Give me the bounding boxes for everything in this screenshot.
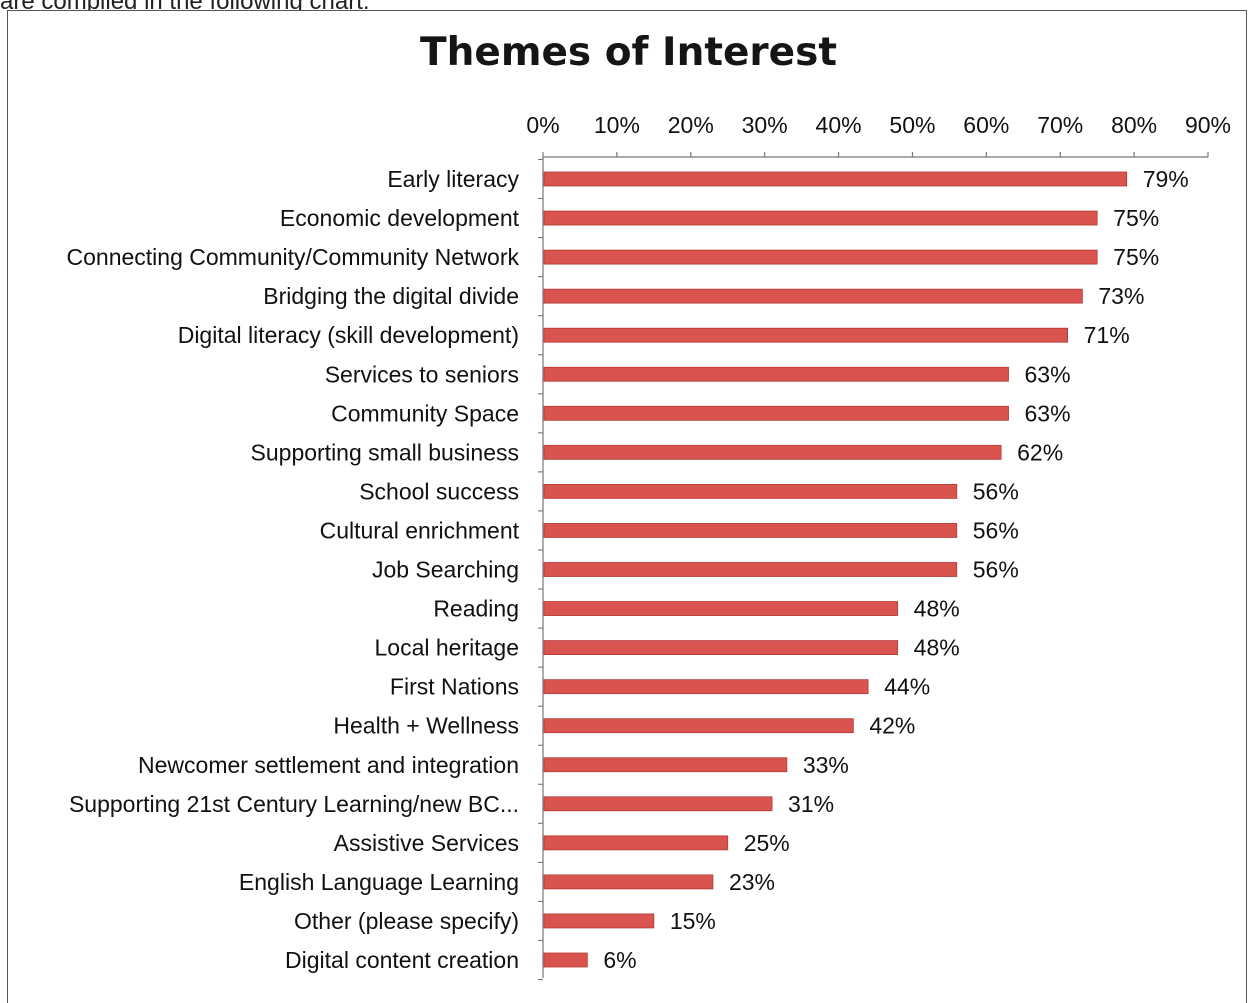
bar xyxy=(543,523,958,538)
data-label: 63% xyxy=(1025,361,1071,387)
x-tick-label: 10% xyxy=(594,112,640,138)
data-label: 71% xyxy=(1084,322,1130,348)
category-label: Newcomer settlement and integration xyxy=(138,752,519,778)
bar xyxy=(543,601,899,616)
category-label: Digital literacy (skill development) xyxy=(178,322,519,348)
bar xyxy=(543,405,1009,421)
bar xyxy=(543,444,1002,460)
data-label: 75% xyxy=(1113,244,1159,270)
category-label: Local heritage xyxy=(375,635,520,661)
category-label: English Language Learning xyxy=(239,869,519,895)
category-label: First Nations xyxy=(390,674,519,700)
axis-layer xyxy=(538,152,1209,981)
x-tick-label: 50% xyxy=(889,112,935,138)
category-label: Economic development xyxy=(280,205,520,231)
data-label: 48% xyxy=(914,635,960,661)
bar xyxy=(543,835,729,851)
bar xyxy=(543,562,958,577)
category-label: Health + Wellness xyxy=(333,713,519,739)
x-tick-label: 0% xyxy=(526,112,559,138)
x-tick-label: 30% xyxy=(742,112,788,138)
data-label: 23% xyxy=(729,869,775,895)
category-label: Assistive Services xyxy=(334,830,519,856)
bar xyxy=(543,640,899,655)
x-tick-label: 20% xyxy=(668,112,714,138)
data-label: 56% xyxy=(973,557,1019,583)
data-label: 73% xyxy=(1098,283,1144,309)
data-label: 56% xyxy=(973,517,1019,543)
bar xyxy=(543,288,1083,304)
bar xyxy=(543,679,869,695)
bar xyxy=(543,952,588,968)
bar xyxy=(543,327,1069,343)
category-label: School success xyxy=(359,478,519,504)
category-label: Supporting 21st Century Learning/new BC.… xyxy=(69,791,519,817)
data-label: 79% xyxy=(1143,166,1189,192)
category-label: Reading xyxy=(433,596,519,622)
bars-layer xyxy=(543,171,1128,968)
category-label: Supporting small business xyxy=(251,439,519,465)
bar xyxy=(543,718,854,734)
category-label: Job Searching xyxy=(372,557,519,583)
labels-layer: 0% 10% 20% 30% 40% 50% 60% 70% 80% 90% Early liter… xyxy=(67,112,1232,973)
chart-title: Themes of Interest xyxy=(420,30,837,75)
data-label: 33% xyxy=(803,752,849,778)
data-label: 56% xyxy=(973,478,1019,504)
category-label: Other (please specify) xyxy=(294,908,519,934)
category-label: Connecting Community/Community Network xyxy=(67,244,520,270)
data-label: 44% xyxy=(884,674,930,700)
x-tick-label: 70% xyxy=(1037,112,1083,138)
data-label: 6% xyxy=(603,947,636,973)
bar xyxy=(543,210,1098,226)
x-tick-label: 90% xyxy=(1185,112,1231,138)
bar xyxy=(543,483,958,499)
bar xyxy=(543,913,655,929)
x-tick-label: 40% xyxy=(816,112,862,138)
bar xyxy=(543,366,1009,382)
category-label: Services to seniors xyxy=(325,361,519,387)
data-label: 63% xyxy=(1025,400,1071,426)
data-label: 48% xyxy=(914,596,960,622)
category-label: Bridging the digital divide xyxy=(263,283,519,309)
x-tick-label: 80% xyxy=(1111,112,1157,138)
data-label: 42% xyxy=(869,713,915,739)
bar xyxy=(543,171,1128,187)
data-label: 75% xyxy=(1113,205,1159,231)
bar xyxy=(543,796,773,812)
data-label: 25% xyxy=(744,830,790,856)
bar xyxy=(543,249,1098,265)
data-label: 15% xyxy=(670,908,716,934)
data-label: 62% xyxy=(1017,439,1063,465)
category-label: Community Space xyxy=(331,400,519,426)
category-label: Cultural enrichment xyxy=(320,517,520,543)
bar xyxy=(543,757,788,773)
bar xyxy=(543,874,714,890)
category-label: Early literacy xyxy=(387,166,519,192)
x-tick-label: 60% xyxy=(963,112,1009,138)
data-label: 31% xyxy=(788,791,834,817)
category-label: Digital content creation xyxy=(285,947,519,973)
